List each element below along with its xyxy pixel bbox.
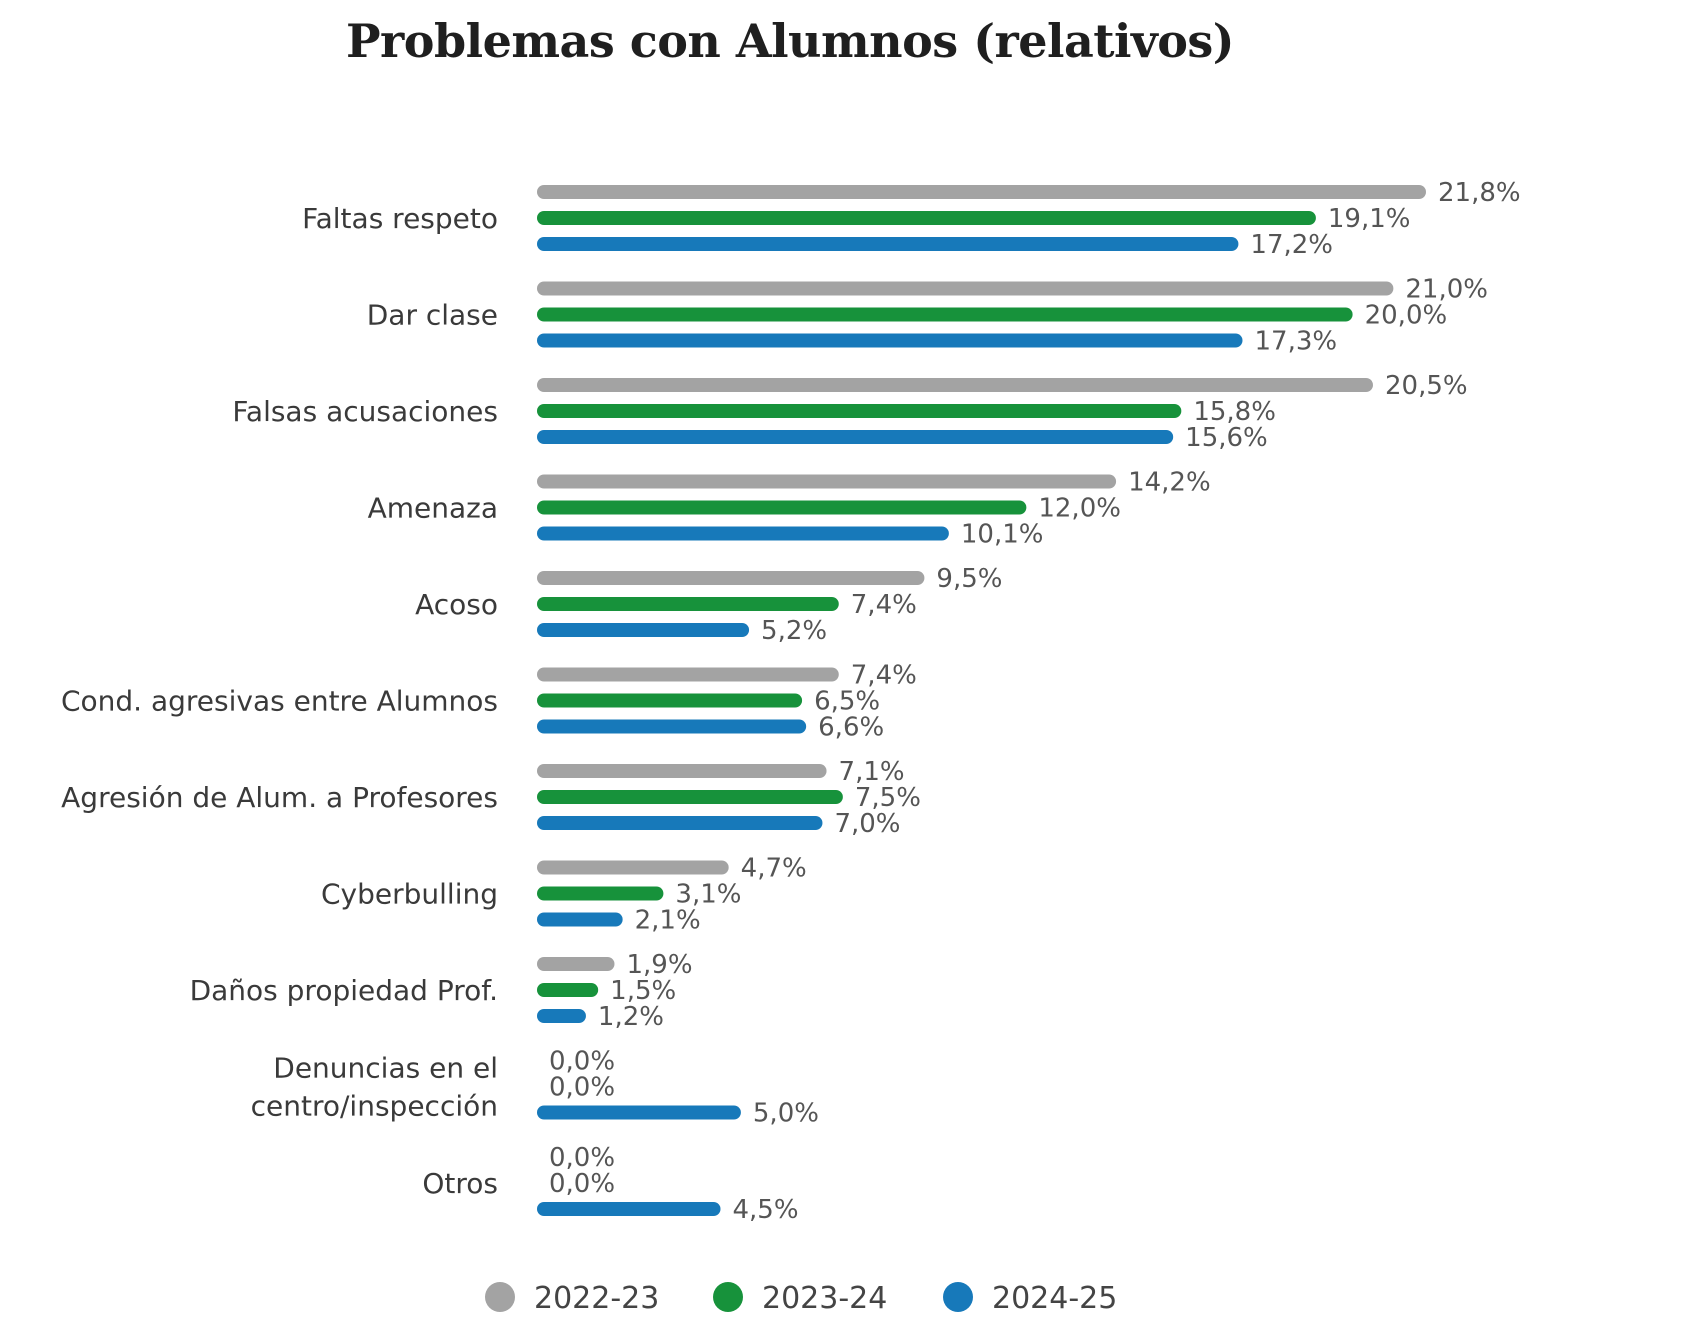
legend-marker: [713, 1282, 743, 1312]
data-label: 5,2%: [761, 616, 827, 646]
data-label: 5,0%: [753, 1099, 819, 1129]
category-label: Daños propiedad Prof.: [190, 974, 498, 1007]
data-label: 7,1%: [839, 757, 905, 787]
bar: [537, 860, 729, 875]
bar: [537, 378, 1373, 392]
bar: [537, 211, 1316, 225]
category-label: Amenaza: [368, 492, 498, 525]
bar: [537, 983, 599, 997]
bar: [537, 1105, 741, 1120]
data-label: 1,5%: [610, 976, 676, 1006]
category-label: Cond. agresivas entre Alumnos: [61, 685, 498, 718]
data-label: 7,4%: [851, 661, 917, 691]
data-label: 19,1%: [1328, 204, 1411, 234]
bar: [537, 816, 823, 830]
data-label: 3,1%: [675, 880, 741, 910]
bar: [537, 764, 827, 778]
bar: [537, 719, 807, 734]
data-label: 7,4%: [851, 590, 917, 620]
legend-marker: [485, 1282, 515, 1312]
category-label: Denuncias en el: [273, 1052, 498, 1085]
data-label: 12,0%: [1038, 494, 1121, 524]
bar: [537, 237, 1239, 251]
data-label: 2,1%: [635, 906, 701, 936]
bar: [537, 430, 1174, 444]
legend-label: 2023-24: [762, 1281, 887, 1316]
bar: [537, 693, 803, 708]
category-label: Agresión de Alum. a Profesores: [61, 781, 498, 814]
category-label: Faltas respeto: [302, 202, 498, 235]
data-label: 17,2%: [1250, 230, 1333, 260]
bar: [537, 404, 1182, 418]
bar: [537, 333, 1243, 348]
bar: [537, 185, 1426, 199]
data-label: 0,0%: [549, 1169, 615, 1199]
bar: [537, 667, 839, 682]
legend-label: 2024-25: [992, 1281, 1117, 1316]
bar: [537, 526, 949, 541]
chart-title: Problemas con Alumnos (relativos): [345, 14, 1235, 68]
bar: [537, 1202, 721, 1216]
bar: [537, 886, 664, 901]
data-label: 4,5%: [733, 1195, 799, 1225]
data-label: 7,5%: [855, 783, 921, 813]
data-label: 17,3%: [1254, 327, 1337, 357]
data-label: 0,0%: [549, 1073, 615, 1103]
data-label: 20,5%: [1385, 371, 1468, 401]
data-label: 6,6%: [818, 713, 884, 743]
category-label: Cyberbulling: [321, 878, 498, 911]
data-label: 15,8%: [1193, 397, 1276, 427]
data-label: 10,1%: [961, 520, 1044, 550]
legend-marker: [943, 1282, 973, 1312]
bar: [537, 571, 925, 585]
data-label: 15,6%: [1185, 423, 1268, 453]
data-label: 4,7%: [741, 854, 807, 884]
category-label: Dar clase: [367, 299, 498, 332]
bar: [537, 597, 839, 611]
data-label: 9,5%: [936, 564, 1002, 594]
data-label: 14,2%: [1128, 468, 1211, 498]
data-label: 0,0%: [549, 1047, 615, 1077]
bar: [537, 281, 1394, 296]
data-label: 1,2%: [598, 1002, 664, 1032]
data-label: 21,8%: [1438, 178, 1521, 208]
bar: [537, 623, 750, 637]
category-label: Acoso: [415, 588, 498, 621]
bar: [537, 957, 615, 971]
bar: [537, 790, 843, 804]
data-label: 21,0%: [1405, 275, 1488, 305]
bar: [537, 500, 1027, 515]
category-label: Otros: [422, 1167, 498, 1200]
bar: [537, 912, 623, 927]
data-label: 0,0%: [549, 1143, 615, 1173]
data-label: 6,5%: [814, 687, 880, 717]
data-label: 20,0%: [1365, 301, 1448, 331]
data-label: 7,0%: [834, 809, 900, 839]
bar: [537, 1009, 586, 1023]
bar: [537, 307, 1353, 322]
category-label: centro/inspección: [251, 1090, 498, 1123]
legend-label: 2022-23: [534, 1281, 659, 1316]
data-label: 1,9%: [626, 950, 692, 980]
bar: [537, 474, 1117, 489]
category-label: Falsas acusaciones: [232, 395, 498, 428]
